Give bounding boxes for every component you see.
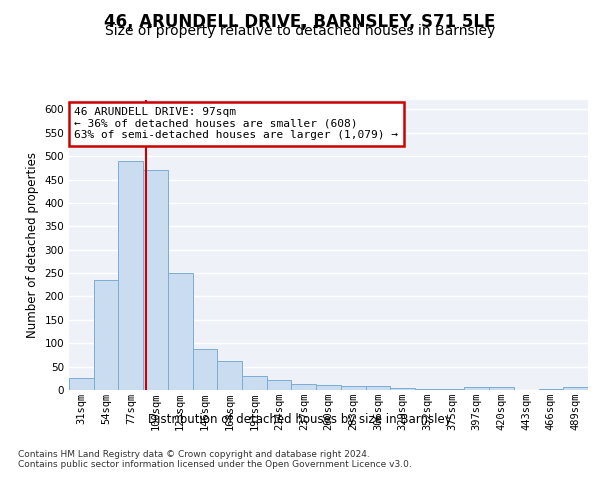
Bar <box>143 170 168 390</box>
Bar <box>94 280 118 390</box>
Text: Contains HM Land Registry data © Crown copyright and database right 2024.
Contai: Contains HM Land Registry data © Crown c… <box>18 450 412 469</box>
Bar <box>292 384 316 390</box>
Bar <box>242 376 267 390</box>
Bar <box>539 389 563 390</box>
Bar <box>415 389 440 390</box>
Bar <box>217 360 242 390</box>
Text: 46, ARUNDELL DRIVE, BARNSLEY, S71 5LE: 46, ARUNDELL DRIVE, BARNSLEY, S71 5LE <box>104 12 496 30</box>
Text: 46 ARUNDELL DRIVE: 97sqm
← 36% of detached houses are smaller (608)
63% of semi-: 46 ARUNDELL DRIVE: 97sqm ← 36% of detach… <box>74 108 398 140</box>
Bar <box>365 386 390 390</box>
Bar <box>118 161 143 390</box>
Y-axis label: Number of detached properties: Number of detached properties <box>26 152 39 338</box>
Text: Distribution of detached houses by size in Barnsley: Distribution of detached houses by size … <box>148 412 452 426</box>
Bar <box>69 378 94 390</box>
Bar <box>390 388 415 390</box>
Bar <box>440 389 464 390</box>
Bar <box>267 380 292 390</box>
Bar <box>168 273 193 390</box>
Bar <box>563 387 588 390</box>
Bar <box>489 387 514 390</box>
Bar <box>316 385 341 390</box>
Bar <box>464 387 489 390</box>
Bar <box>193 349 217 390</box>
Text: Size of property relative to detached houses in Barnsley: Size of property relative to detached ho… <box>105 24 495 38</box>
Bar <box>341 386 365 390</box>
